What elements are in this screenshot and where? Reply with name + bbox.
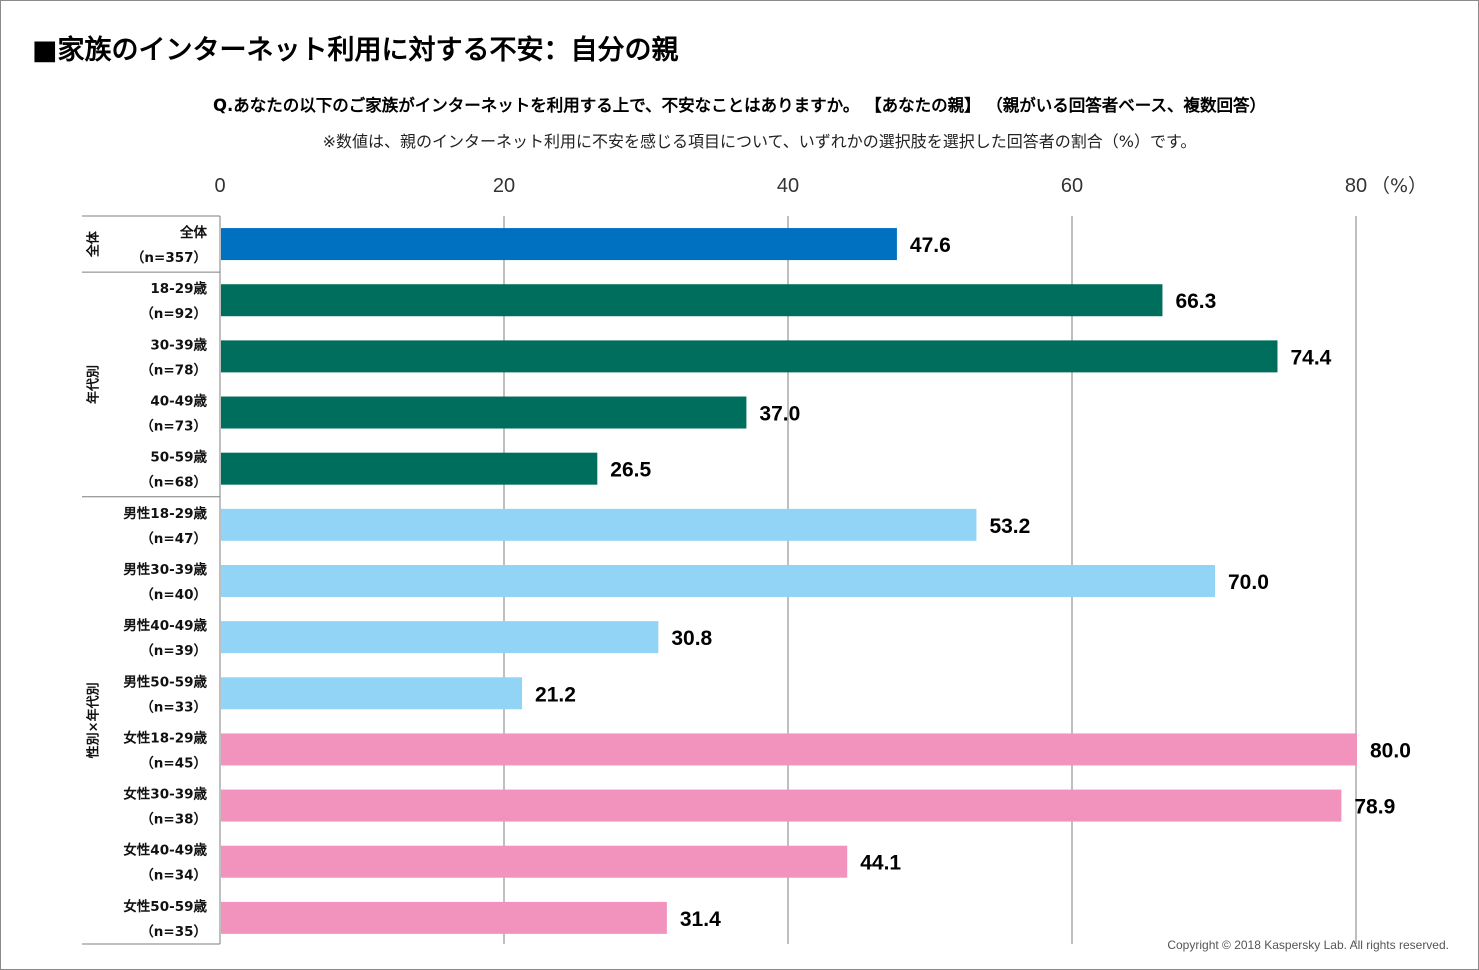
bar <box>221 452 598 485</box>
bar <box>221 621 659 654</box>
category-label: 男性18-29歳 <box>123 505 207 522</box>
x-tick-label: 40 <box>777 175 799 197</box>
bar <box>221 396 747 429</box>
bar <box>221 733 1357 766</box>
data-label: 31.4 <box>680 908 721 931</box>
x-tick-label: 80 <box>1345 175 1367 197</box>
category-n-label: （n=33） <box>140 699 207 715</box>
category-n-label: （n=34） <box>140 868 207 884</box>
category-n-label: （n=39） <box>140 643 207 659</box>
bar <box>221 677 523 710</box>
data-label: 80.0 <box>1370 739 1411 762</box>
data-label: 47.6 <box>910 234 951 257</box>
bar <box>221 284 1163 317</box>
group-label: 年代別 <box>86 365 102 404</box>
category-n-label: （n=73） <box>140 419 207 435</box>
category-label: 全体 <box>179 224 207 241</box>
category-label: 男性40-49歳 <box>123 617 207 634</box>
chart-title: ■家族のインターネット利用に対する不安：自分の親 <box>32 35 679 66</box>
category-label: 女性30-39歳 <box>123 786 207 803</box>
category-label: 50-59歳 <box>150 449 207 466</box>
group-label: 性別×年代別 <box>86 682 102 758</box>
data-label: 70.0 <box>1228 571 1269 594</box>
value-note: ※数値は、親のインターネット利用に不安を感じる項目について、いずれかの選択肢を選… <box>322 132 1197 151</box>
category-n-label: （n=38） <box>140 812 207 828</box>
data-label: 53.2 <box>989 515 1030 538</box>
data-label: 21.2 <box>535 683 576 706</box>
category-n-label: （n=78） <box>140 362 207 378</box>
category-n-label: （n=92） <box>140 306 207 322</box>
category-label: 18-29歳 <box>150 280 207 297</box>
bar <box>221 228 897 261</box>
bar <box>221 901 667 934</box>
group-label: 全体 <box>86 230 102 258</box>
category-n-label: （n=35） <box>140 924 207 940</box>
x-tick-label: 60 <box>1061 175 1083 197</box>
category-label: 女性18-29歳 <box>123 729 207 746</box>
bar <box>221 340 1278 373</box>
data-label: 44.1 <box>860 852 901 875</box>
bar <box>221 508 977 541</box>
x-tick-label: 0 <box>214 175 225 197</box>
category-label: 女性40-49歳 <box>123 842 207 859</box>
category-n-label: （n=68） <box>140 475 207 491</box>
category-n-label: （n=45） <box>140 755 207 771</box>
x-tick-label: 20 <box>493 175 515 197</box>
data-label: 74.4 <box>1290 346 1331 369</box>
x-unit-label: （%） <box>1371 175 1427 197</box>
bar <box>221 789 1342 822</box>
category-n-label: （n=40） <box>140 587 207 603</box>
copyright-text: Copyright © 2018 Kaspersky Lab. All righ… <box>1167 938 1449 952</box>
category-label: 男性50-59歳 <box>123 673 207 690</box>
category-label: 女性50-59歳 <box>123 898 207 915</box>
category-n-label: （n=357） <box>131 250 207 266</box>
bar <box>221 564 1215 597</box>
category-label: 30-39歳 <box>150 336 207 353</box>
data-label: 30.8 <box>671 627 712 650</box>
survey-question: Q.あなたの以下のご家族がインターネットを利用する上で、不安なことはありますか。… <box>213 96 1266 115</box>
data-label: 26.5 <box>610 459 651 482</box>
bar <box>221 845 848 878</box>
category-n-label: （n=47） <box>140 531 207 547</box>
category-label: 40-49歳 <box>150 393 207 410</box>
data-label: 78.9 <box>1354 796 1395 819</box>
category-label: 男性30-39歳 <box>123 561 207 578</box>
data-label: 66.3 <box>1175 290 1216 313</box>
data-label: 37.0 <box>759 403 800 426</box>
